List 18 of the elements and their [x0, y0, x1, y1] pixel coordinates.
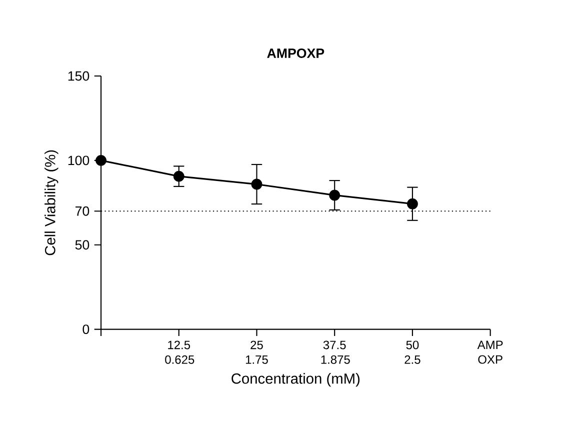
- point: [406, 198, 418, 210]
- y-tick-label: 100: [68, 156, 90, 166]
- y-tick-label: 70: [75, 206, 90, 216]
- x-tick-label: 50 2.5: [404, 340, 420, 364]
- chart-title: AMPOXP: [267, 48, 324, 58]
- x-tick-label: 37.5 1.875: [321, 340, 350, 364]
- y-axis-title: Cell Viability (%): [44, 150, 58, 256]
- x-tick-label: 25 1.75: [246, 340, 268, 364]
- y-tick-label: 150: [68, 71, 90, 81]
- x-axis-title: Concentration (mM): [232, 373, 360, 387]
- x-tick-label: AMP OXP: [477, 340, 503, 364]
- point: [329, 190, 340, 201]
- y-tick-label: 50: [75, 240, 90, 250]
- x-tick-label: 12.5 0.625: [165, 340, 194, 364]
- point: [251, 178, 262, 190]
- point: [173, 170, 184, 182]
- y-tick-label: 0: [82, 324, 90, 334]
- point: [96, 154, 106, 166]
